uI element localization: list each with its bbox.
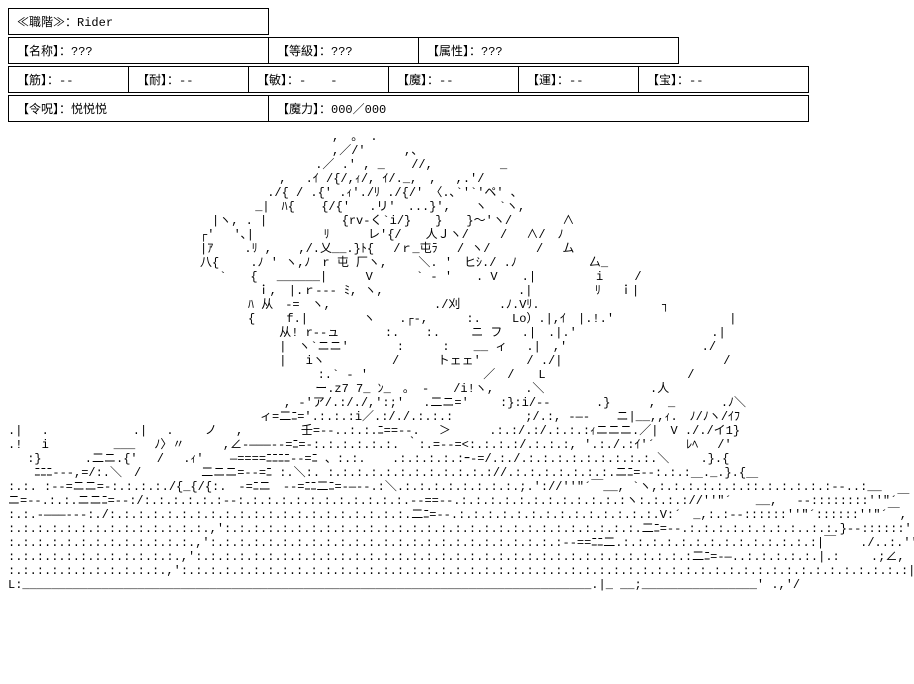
class-value: Rider [77, 16, 113, 30]
name-cell: 【名称】：??? [9, 38, 269, 64]
luck-value: -- [569, 74, 583, 88]
mag-value: -- [439, 74, 453, 88]
resource-row: 【令呪】：悦悦悦 【魔力】：000／000 [8, 95, 809, 122]
str-cell: 【筋】：-- [9, 67, 129, 93]
rank-label: 【等級】： [277, 45, 331, 59]
luck-label: 【運】： [527, 74, 569, 88]
agi-cell: 【敏】：- - [249, 67, 389, 93]
command-value: 悦悦悦 [71, 103, 107, 117]
name-value: ??? [71, 45, 93, 59]
identity-row: 【名称】：??? 【等級】：??? 【属性】：??? [8, 37, 679, 64]
end-value: -- [179, 74, 193, 88]
str-label: 【筋】： [17, 74, 59, 88]
rank-value: ??? [331, 45, 353, 59]
agi-value: - - [299, 74, 337, 88]
attribute-value: ??? [481, 45, 503, 59]
attribute-cell: 【属性】：??? [419, 38, 679, 64]
mag-label: 【魔】： [397, 74, 439, 88]
rank-cell: 【等級】：??? [269, 38, 419, 64]
agi-label: 【敏】： [257, 74, 299, 88]
command-label: 【令呪】： [17, 103, 71, 117]
name-label: 【名称】： [17, 45, 71, 59]
class-label: ≪職階≫： [17, 16, 77, 30]
mana-label: 【魔力】： [277, 103, 331, 117]
command-cell: 【令呪】：悦悦悦 [9, 96, 269, 122]
end-label: 【耐】： [137, 74, 179, 88]
mag-cell: 【魔】：-- [389, 67, 519, 93]
ascii-art: , 。 . ,／/' ,、 .／ .' , _ //, _ , .ｲ /{/,ｨ… [8, 130, 906, 592]
stats-row: 【筋】：-- 【耐】：-- 【敏】：- - 【魔】：-- 【運】：-- 【宝】：… [8, 66, 809, 93]
np-value: -- [689, 74, 703, 88]
str-value: -- [59, 74, 73, 88]
luck-cell: 【運】：-- [519, 67, 639, 93]
end-cell: 【耐】：-- [129, 67, 249, 93]
class-cell: ≪職階≫：Rider [9, 9, 269, 35]
mana-cell: 【魔力】：000／000 [269, 96, 809, 122]
mana-value: 000／000 [331, 103, 386, 117]
class-row: ≪職階≫：Rider [8, 8, 269, 35]
attribute-label: 【属性】： [427, 45, 481, 59]
np-cell: 【宝】：-- [639, 67, 809, 93]
np-label: 【宝】： [647, 74, 689, 88]
